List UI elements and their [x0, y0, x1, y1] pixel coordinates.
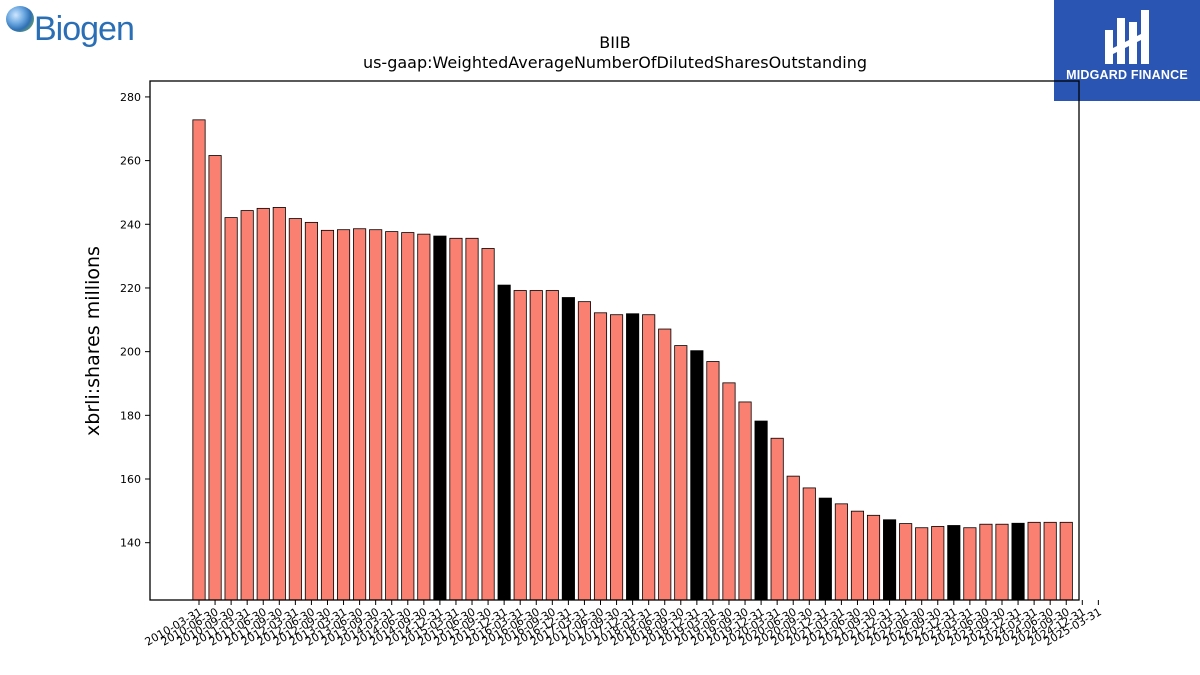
- y-axis-label: xbrli:shares millions: [82, 246, 104, 436]
- bar: [738, 401, 752, 601]
- bar: [513, 290, 527, 601]
- bar: [449, 237, 463, 601]
- bar: [674, 345, 688, 601]
- y-tick-label: 220: [120, 282, 141, 295]
- bar: [336, 229, 351, 601]
- bar: [866, 514, 881, 601]
- y-tick-label: 200: [120, 346, 141, 359]
- bar: [626, 313, 640, 601]
- bar: [931, 526, 945, 601]
- bar: [1043, 521, 1057, 601]
- bar: [947, 525, 961, 601]
- y-tick-label: 140: [120, 537, 141, 550]
- x-axis: 2010-03-312010-06-302010-09-302011-03-31…: [143, 600, 1104, 649]
- bar: [304, 221, 318, 601]
- bar: [288, 218, 302, 601]
- plot-frame: [149, 80, 1080, 601]
- bar: [1027, 521, 1041, 601]
- bar: [272, 207, 286, 601]
- chart-subtitle: us-gaap:WeightedAverageNumberOfDilutedSh…: [363, 53, 867, 72]
- bar: [545, 290, 559, 601]
- bar: [1011, 522, 1025, 601]
- bar: [979, 523, 993, 601]
- bar: [850, 510, 865, 601]
- bar: [754, 420, 768, 601]
- bar: [642, 314, 656, 601]
- y-axis: 140 160 180 200 220 240 260 280: [120, 91, 150, 550]
- bars: [192, 119, 1073, 601]
- globe-icon: [6, 6, 34, 32]
- midgard-mark-icon: [1105, 10, 1149, 64]
- bar: [481, 248, 495, 601]
- bar: [706, 361, 720, 601]
- bar: [786, 475, 800, 601]
- bar: [802, 487, 816, 601]
- bar: [433, 235, 447, 601]
- bar: [320, 229, 335, 601]
- bar: [224, 217, 238, 601]
- biogen-logo: Biogen: [4, 4, 144, 54]
- bar: [353, 228, 367, 601]
- bar: [465, 237, 479, 601]
- bar: [690, 350, 704, 601]
- bar: [593, 312, 608, 601]
- bar: [899, 523, 913, 601]
- bar: [497, 284, 511, 601]
- bar: [417, 233, 431, 601]
- y-tick-label: 280: [120, 91, 141, 104]
- midgard-finance-logo: MIDGARD FINANCE: [1054, 0, 1200, 101]
- bar: [240, 210, 254, 601]
- bar: [995, 523, 1009, 601]
- bar: [818, 497, 832, 601]
- bar: [529, 290, 543, 601]
- bar: [610, 314, 624, 601]
- biogen-logo-text: Biogen: [34, 10, 135, 48]
- bar: [208, 155, 222, 601]
- bar: [385, 231, 399, 601]
- bar: [883, 519, 897, 601]
- bar: [256, 207, 270, 601]
- bar: [369, 229, 383, 601]
- bar: [722, 382, 736, 601]
- bar: [770, 437, 784, 601]
- bar: [577, 301, 591, 601]
- y-tick-label: 240: [120, 218, 141, 231]
- bar: [401, 232, 415, 601]
- bar: [192, 119, 206, 601]
- y-tick-label: 180: [120, 409, 141, 422]
- bar: [834, 503, 848, 601]
- bar: [915, 527, 929, 601]
- bar: [658, 328, 672, 601]
- midgard-brand-text: MIDGARD FINANCE: [1066, 68, 1188, 82]
- y-tick-label: 260: [120, 155, 141, 168]
- chart-title: BIIB: [599, 33, 630, 52]
- bar: [963, 527, 977, 601]
- bar: [561, 297, 575, 601]
- bar: [1059, 521, 1073, 601]
- y-tick-label: 160: [120, 473, 141, 486]
